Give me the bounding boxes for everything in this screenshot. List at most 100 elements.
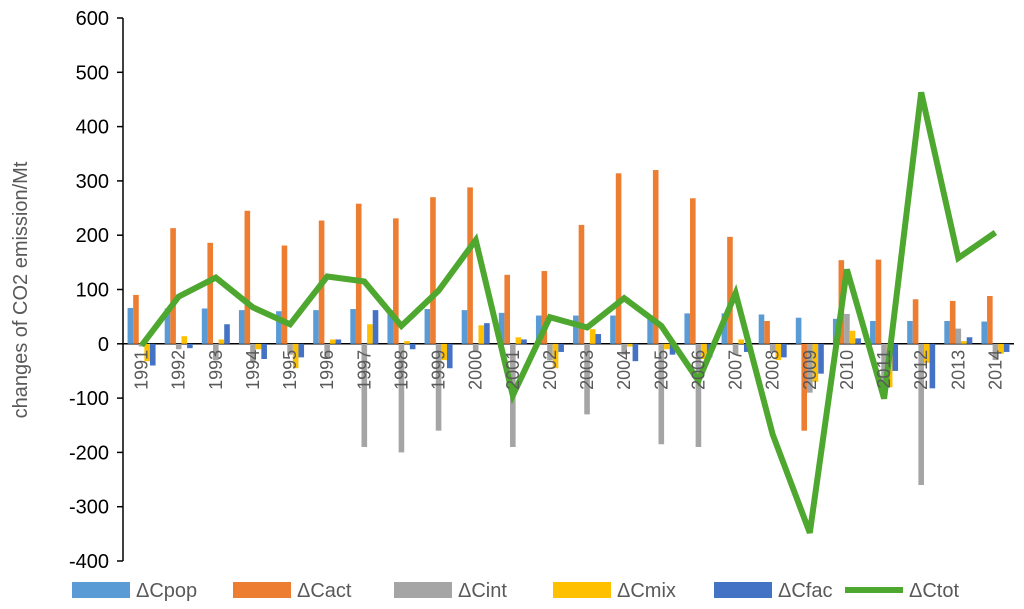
bar-delta-cpop: [276, 311, 282, 344]
y-tick-label: -200: [69, 442, 109, 464]
bar-delta-cact: [875, 259, 882, 344]
bar-delta-cint: [807, 343, 813, 393]
bar-delta-cact: [281, 245, 288, 344]
bar-delta-cfac: [595, 334, 602, 344]
bar-delta-cpop: [498, 312, 505, 344]
bar-delta-cmix: [181, 336, 188, 344]
bar-delta-cact: [912, 299, 919, 344]
bar-delta-cpop: [758, 314, 765, 344]
legend-label: ΔCmix: [617, 580, 676, 602]
x-category-label: 2000: [466, 350, 486, 390]
bar-delta-cfac: [966, 337, 973, 344]
legend-label: ΔCfac: [778, 580, 832, 602]
bar-delta-cfac: [892, 343, 899, 371]
x-category-label: 2010: [837, 350, 857, 390]
x-category-label: 1991: [132, 350, 152, 390]
x-category-label: 2003: [577, 350, 597, 390]
bar-delta-cmix: [701, 343, 707, 360]
bar-delta-cmix: [478, 325, 485, 344]
bar-delta-cpop: [870, 320, 876, 344]
bar-delta-cint: [175, 343, 182, 350]
bar-delta-cint: [844, 313, 850, 344]
x-category-label: 2013: [948, 350, 968, 390]
bar-delta-cact: [133, 294, 139, 344]
bar-delta-cact: [987, 296, 993, 344]
legend-item: ΔCint: [394, 580, 507, 602]
legend-item: ΔCpop: [72, 580, 197, 602]
bar-delta-cmix: [329, 339, 336, 344]
bar-delta-cint: [435, 343, 442, 431]
bar-delta-cmix: [552, 343, 559, 369]
bar-delta-cmix: [775, 343, 782, 361]
bar-delta-cfac: [855, 338, 861, 344]
bar-delta-cint: [472, 343, 479, 352]
bar-delta-cfac: [335, 339, 342, 344]
bar-delta-cact: [727, 236, 733, 344]
x-category-label: 2005: [651, 350, 671, 390]
bar-delta-cint: [621, 343, 627, 355]
bar-delta-cmix: [961, 341, 967, 344]
bar-delta-cact: [504, 274, 511, 344]
bar-delta-cmix: [515, 337, 522, 344]
bar-delta-cpop: [684, 313, 691, 344]
bar-delta-cint: [250, 343, 256, 363]
legend-item: ΔCtot: [845, 580, 959, 602]
bar-delta-cfac: [1003, 343, 1010, 352]
y-axis-title: changes of CO2 emission/Mt: [10, 161, 32, 418]
y-tick-label: -300: [69, 497, 109, 519]
bar-delta-cpop: [201, 308, 208, 344]
y-tick-label: 300: [76, 171, 109, 193]
bar-delta-cact: [690, 198, 696, 344]
bar-delta-cint: [695, 343, 702, 447]
bar-delta-cact: [541, 271, 548, 344]
bar-delta-cpop: [313, 310, 319, 344]
bar-delta-cmix: [367, 324, 373, 344]
bar-delta-cact: [207, 242, 214, 344]
bar-delta-cpop: [981, 321, 988, 344]
bar-delta-cfac: [632, 343, 639, 362]
x-category-label: 1993: [206, 350, 226, 390]
bar-delta-cfac: [149, 343, 156, 366]
line-group: [139, 91, 998, 534]
x-category-label: 1999: [429, 350, 449, 390]
bar-delta-cfac: [446, 343, 453, 369]
legend-swatch: [233, 582, 291, 598]
y-tick-label: 0: [98, 334, 109, 356]
line-delta-ctot: [139, 91, 998, 534]
bar-delta-cmix: [998, 343, 1004, 354]
bar-delta-cact: [949, 300, 956, 344]
bar-delta-cfac: [521, 339, 527, 344]
bar-delta-cact: [170, 228, 176, 344]
bar-delta-cact: [801, 343, 808, 431]
x-category-label: 2007: [726, 350, 746, 390]
bar-delta-cmix: [626, 343, 633, 347]
bar-delta-cpop: [535, 315, 542, 344]
bar-delta-cmix: [292, 343, 299, 369]
y-tick-label: 400: [76, 117, 109, 139]
bar-delta-cint: [324, 343, 330, 358]
bar-delta-cact: [430, 197, 436, 344]
bar-delta-cpop: [647, 315, 653, 344]
bar-delta-cact: [244, 210, 251, 344]
legend-label: ΔCint: [458, 580, 507, 602]
bar-delta-cact: [764, 320, 770, 344]
bar-delta-cmix: [404, 341, 410, 344]
bar-delta-cact: [467, 187, 473, 344]
bar-delta-cmix: [589, 329, 596, 344]
bar-delta-cfac: [224, 324, 230, 344]
bar-delta-cfac: [669, 343, 676, 355]
bar-delta-cmix: [849, 330, 856, 344]
legend-swatch: [394, 582, 452, 598]
bar-delta-cact: [393, 218, 399, 344]
bar-delta-cpop: [461, 310, 468, 344]
bar-delta-cpop: [610, 315, 616, 344]
bar-delta-cint: [361, 343, 368, 447]
bars-group: [127, 170, 1010, 485]
bar-delta-cpop: [387, 310, 394, 344]
bar-delta-cmix: [923, 343, 930, 363]
x-category-label: 2008: [763, 350, 783, 390]
bar-delta-cmix: [218, 339, 225, 344]
bar-delta-cpop: [350, 309, 356, 344]
